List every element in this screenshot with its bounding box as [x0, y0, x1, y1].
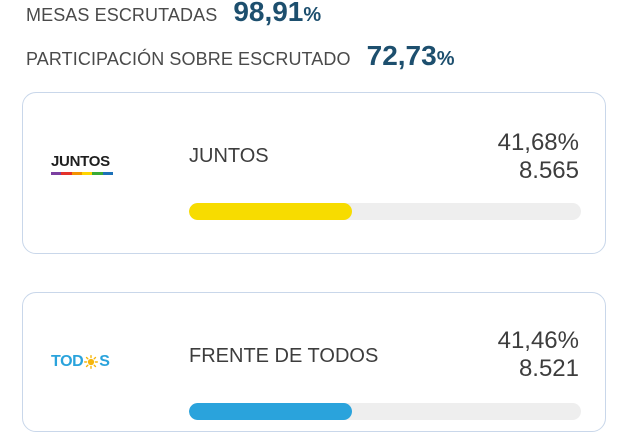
party-votes: 8.521 [518, 355, 579, 382]
todos-logo-text: TOD S [51, 353, 110, 371]
mesas-escrutadas-label: MESAS ESCRUTADAS [26, 5, 218, 25]
result-card-frente-de-todos[interactable]: TOD S FRENTE DE TODOS 41,46% 8.521 [22, 292, 606, 432]
mesas-escrutadas-value: 98,91 [233, 0, 304, 27]
participacion-pct: % [436, 48, 455, 70]
juntos-logo: JUNTOS [51, 153, 113, 175]
party-percent: 41,46% [497, 327, 579, 354]
rainbow-stripe [61, 172, 72, 175]
participacion-label: PARTICIPACIÓN SOBRE ESCRUTADO [26, 49, 351, 69]
mesas-escrutadas-pct: % [303, 4, 322, 26]
vote-bar-track [189, 403, 581, 420]
todos-logo: TOD S [51, 353, 110, 371]
juntos-logo-text: JUNTOS [51, 153, 110, 170]
mesas-escrutadas-line: MESAS ESCRUTADAS 98,91 % [26, 0, 321, 28]
rainbow-stripe [92, 172, 103, 175]
todos-logo-text-b: S [99, 353, 110, 370]
participacion-line: PARTICIPACIÓN SOBRE ESCRUTADO 72,73 % [26, 40, 455, 72]
rainbow-stripe [81, 172, 93, 175]
juntos-rainbow-logo-icon [51, 172, 113, 175]
party-numbers: 41,68% 8.565 [498, 129, 579, 185]
vote-bar-track [189, 203, 581, 220]
result-card-juntos[interactable]: JUNTOS JUNTOS 41,68% 8.565 [22, 92, 606, 254]
vote-bar-fill [189, 203, 353, 220]
party-name: FRENTE DE TODOS [189, 345, 379, 367]
party-votes: 8.565 [518, 157, 579, 184]
rainbow-stripe [71, 172, 82, 175]
vote-bar-fill [189, 403, 352, 420]
participacion-value: 72,73 [366, 40, 437, 71]
rainbow-stripe [102, 172, 113, 175]
rainbow-stripe [51, 172, 62, 175]
party-numbers: 41,46% 8.521 [498, 327, 579, 383]
party-name: JUNTOS [189, 145, 269, 167]
todos-logo-text-a: TOD [51, 353, 84, 370]
sun-icon [84, 355, 99, 369]
party-percent: 41,68% [497, 129, 579, 156]
